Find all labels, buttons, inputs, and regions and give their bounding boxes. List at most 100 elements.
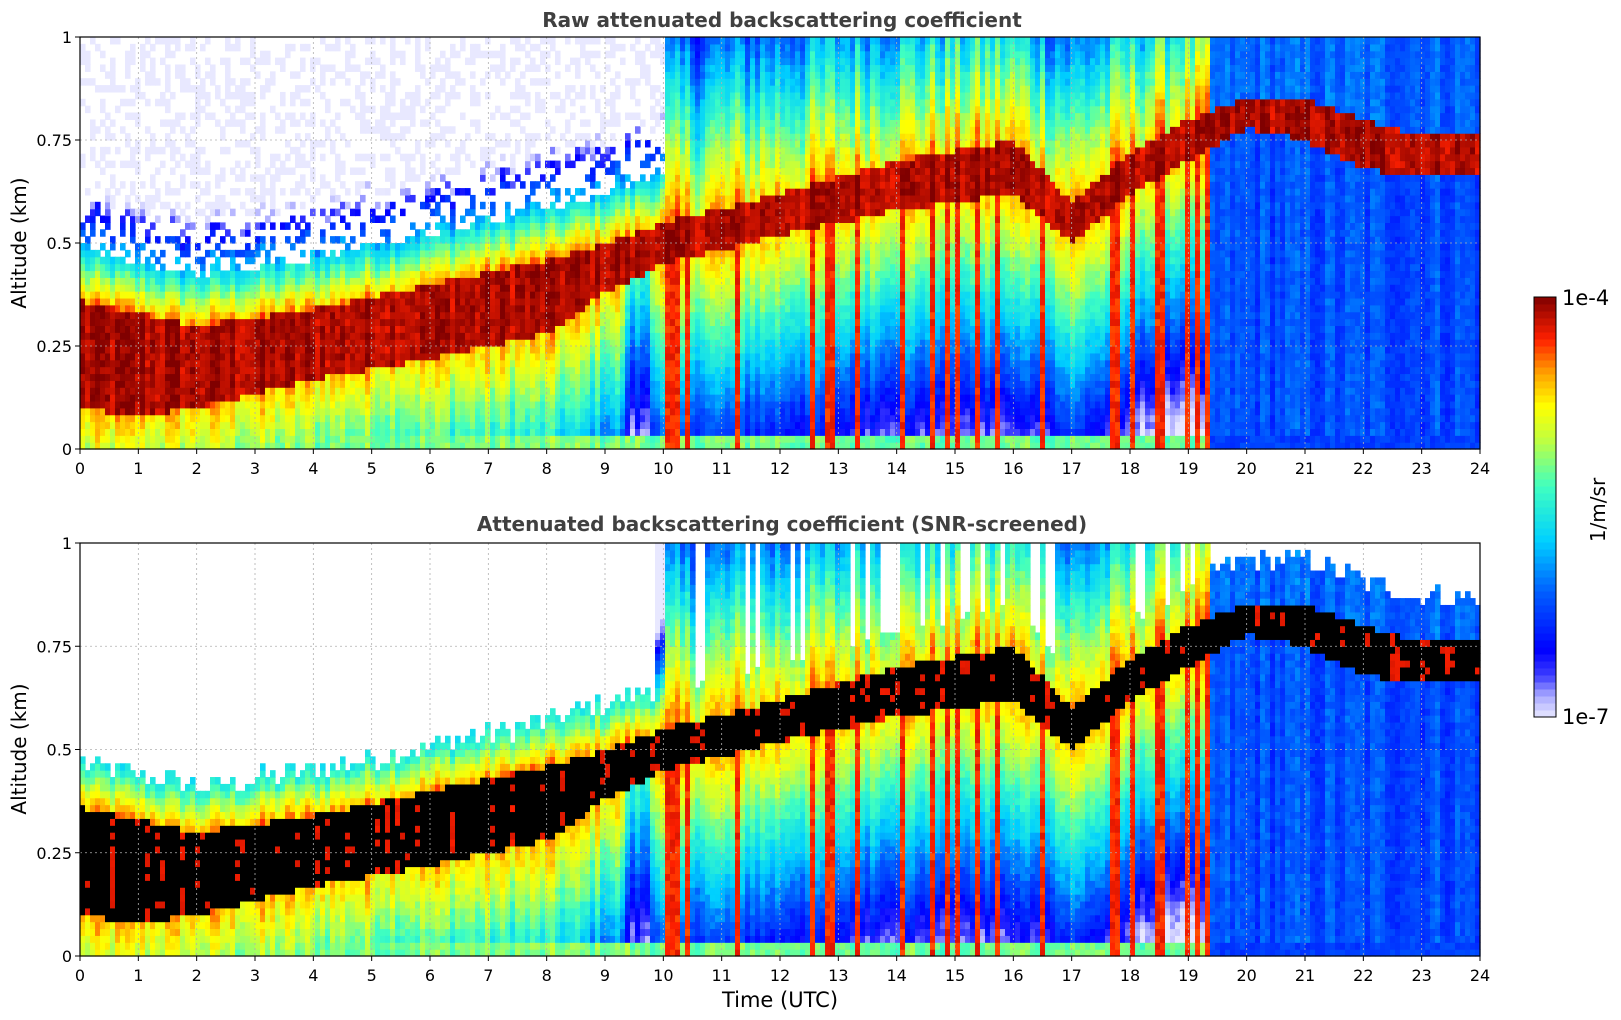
heatmap-cell <box>535 216 541 223</box>
heatmap-cell <box>230 270 236 277</box>
heatmap-cell <box>450 373 456 380</box>
heatmap-cell <box>350 312 356 319</box>
heatmap-cell <box>145 312 151 319</box>
heatmap-cell <box>300 154 306 161</box>
heatmap-cell <box>240 319 246 326</box>
heatmap-cell <box>255 312 261 319</box>
heatmap-cell <box>185 332 191 339</box>
heatmap-cell <box>465 188 471 195</box>
heatmap-cell <box>445 422 451 429</box>
heatmap-cell <box>500 380 506 387</box>
heatmap-cell <box>455 332 461 339</box>
heatmap-cell <box>490 373 496 380</box>
heatmap-cell <box>170 367 176 374</box>
heatmap-cell <box>245 394 251 401</box>
heatmap-cell <box>180 270 186 277</box>
heatmap-cell <box>350 106 356 113</box>
heatmap-cell <box>485 360 491 367</box>
heatmap-cell <box>90 229 96 236</box>
heatmap-cell <box>505 181 511 188</box>
heatmap-cell <box>150 270 156 277</box>
heatmap-cell <box>170 319 176 326</box>
heatmap-cell <box>520 209 526 216</box>
heatmap-cell <box>150 394 156 401</box>
heatmap-cell <box>355 394 361 401</box>
heatmap-cell <box>535 346 541 353</box>
heatmap-cell <box>310 284 316 291</box>
heatmap-cell <box>485 133 491 140</box>
heatmap-cell <box>430 373 436 380</box>
heatmap-cell <box>95 257 101 264</box>
heatmap-cell <box>450 51 456 58</box>
heatmap-cell <box>470 305 476 312</box>
heatmap-cell <box>165 188 171 195</box>
heatmap-cell <box>485 236 491 243</box>
heatmap-cell <box>415 250 421 257</box>
heatmap-cell <box>190 435 196 442</box>
heatmap-cell <box>445 367 451 374</box>
heatmap-cell <box>465 229 471 236</box>
heatmap-cell <box>275 167 281 174</box>
heatmap-cell <box>140 435 146 442</box>
heatmap-cell <box>115 422 121 429</box>
heatmap-cell <box>135 209 141 216</box>
heatmap-cell <box>430 387 436 394</box>
heatmap-cell <box>265 367 271 374</box>
heatmap-cell <box>90 298 96 305</box>
heatmap-cell <box>240 325 246 332</box>
heatmap-cell <box>125 422 131 429</box>
heatmap-cell <box>315 305 321 312</box>
heatmap-cell <box>390 325 396 332</box>
heatmap-cell <box>545 373 551 380</box>
heatmap-cell <box>265 380 271 387</box>
heatmap-cell <box>450 44 456 51</box>
heatmap-cell <box>485 408 491 415</box>
heatmap-cell <box>390 257 396 264</box>
heatmap-cell <box>415 415 421 422</box>
heatmap-cell <box>445 250 451 257</box>
heatmap-cell <box>455 250 461 257</box>
heatmap-cell <box>480 428 486 435</box>
heatmap-cell <box>135 339 141 346</box>
heatmap-cell <box>100 298 106 305</box>
heatmap-cell <box>210 319 216 326</box>
heatmap-cell <box>450 85 456 92</box>
heatmap-cell <box>255 270 261 277</box>
heatmap-cell <box>460 188 466 195</box>
heatmap-cell <box>480 332 486 339</box>
heatmap-cell <box>390 435 396 442</box>
heatmap-cell <box>130 332 136 339</box>
heatmap-cell <box>195 408 201 415</box>
heatmap-cell <box>545 380 551 387</box>
heatmap-cell <box>155 195 161 202</box>
heatmap-cell <box>415 270 421 277</box>
heatmap-cell <box>290 99 296 106</box>
heatmap-cell <box>535 229 541 236</box>
heatmap-cell <box>315 325 321 332</box>
heatmap-cell <box>215 373 221 380</box>
heatmap-cell <box>295 339 301 346</box>
heatmap-cell <box>320 264 326 271</box>
heatmap-cell <box>105 195 111 202</box>
heatmap-cell <box>180 394 186 401</box>
heatmap-cell <box>450 188 456 195</box>
heatmap-cell <box>355 332 361 339</box>
heatmap-cell <box>390 298 396 305</box>
heatmap-cell <box>480 435 486 442</box>
heatmap-cell <box>545 408 551 415</box>
heatmap-cell <box>510 250 516 257</box>
heatmap-cell <box>240 119 246 126</box>
heatmap-cell <box>230 257 236 264</box>
heatmap-cell <box>445 435 451 442</box>
heatmap-cell <box>450 435 456 442</box>
heatmap-cell <box>410 408 416 415</box>
heatmap-cell <box>130 58 136 65</box>
heatmap-cell <box>490 339 496 346</box>
heatmap-cell <box>95 401 101 408</box>
heatmap-cell <box>205 216 211 223</box>
heatmap-cell <box>135 216 141 223</box>
heatmap-cell <box>85 415 91 422</box>
heatmap-cell <box>370 394 376 401</box>
heatmap-cell <box>250 325 256 332</box>
heatmap-cell <box>475 277 481 284</box>
